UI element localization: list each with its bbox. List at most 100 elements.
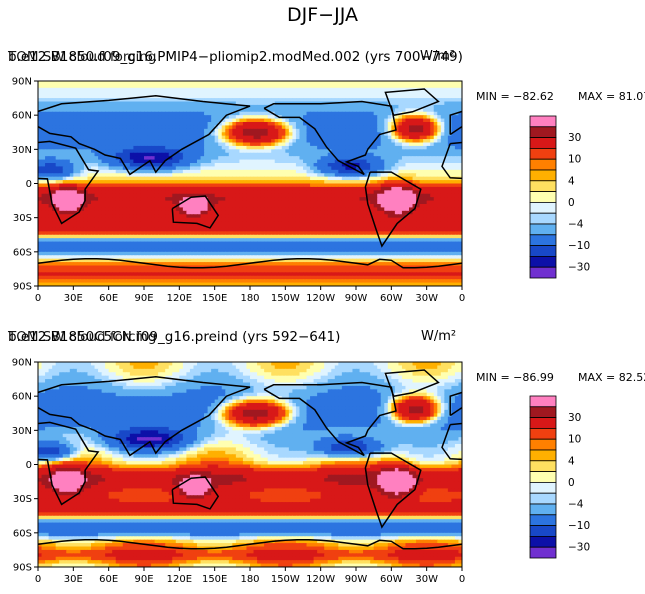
contour-cell	[310, 81, 315, 86]
contour-cell	[285, 193, 290, 198]
contour-cell	[179, 104, 184, 109]
contour-cell	[66, 98, 71, 103]
contour-cell	[288, 207, 293, 212]
contour-cell	[401, 197, 407, 202]
contour-cell	[197, 84, 202, 89]
contour-cell	[76, 115, 81, 120]
contour-cell	[437, 101, 442, 106]
contour-cell	[348, 183, 354, 188]
contour-cell	[398, 149, 403, 154]
contour-cell	[235, 183, 240, 188]
contour-cell	[94, 204, 99, 209]
contour-cell	[126, 149, 131, 154]
contour-cell	[458, 166, 462, 171]
contour-cell	[409, 94, 414, 99]
contour-cell	[108, 200, 113, 205]
contour-cell	[271, 217, 276, 222]
contour-cell	[147, 149, 152, 154]
contour-cell	[122, 152, 127, 157]
contour-cell	[73, 183, 78, 188]
contour-cell	[108, 87, 113, 92]
contour-cell	[317, 111, 322, 116]
contour-cell	[225, 135, 230, 140]
contour-cell	[197, 173, 202, 178]
contour-cell	[345, 193, 350, 198]
contour-cell	[211, 152, 216, 157]
contour-cell	[193, 128, 198, 133]
contour-cell	[331, 111, 336, 116]
contour-cell	[352, 101, 357, 106]
contour-cell	[204, 115, 209, 120]
contour-cell	[292, 84, 297, 89]
contour-cell	[48, 169, 53, 174]
contour-cell	[179, 149, 184, 154]
contour-cell	[52, 193, 57, 198]
contour-cell	[140, 122, 145, 127]
contour-cell	[119, 115, 124, 120]
contour-cell	[377, 210, 382, 215]
contour-cell	[370, 159, 375, 164]
contour-cell	[66, 125, 71, 130]
contour-cell	[387, 142, 392, 147]
contour-cell	[154, 204, 159, 209]
contour-cell	[239, 210, 244, 215]
contour-cell	[324, 169, 329, 174]
contour-cell	[303, 125, 308, 130]
contour-cell	[387, 94, 392, 99]
contour-cell	[426, 217, 431, 222]
contour-cell	[253, 111, 258, 116]
contour-cell	[45, 152, 50, 157]
contour-cell	[200, 159, 205, 164]
contour-cell	[260, 156, 265, 161]
contour-cell	[430, 207, 435, 212]
contour-cell	[299, 81, 304, 86]
contour-cell	[334, 135, 339, 140]
contour-cell	[370, 163, 375, 168]
contour-cell	[334, 204, 339, 209]
contour-cell	[83, 91, 89, 96]
contour-cell	[267, 94, 272, 99]
contour-cell	[98, 163, 103, 168]
contour-cell	[161, 128, 166, 133]
contour-cell	[412, 94, 417, 99]
contour-cell	[69, 156, 74, 161]
contour-cell	[41, 87, 46, 92]
contour-cell	[299, 94, 304, 99]
contour-cell	[69, 180, 74, 185]
contour-cell	[356, 84, 361, 89]
contour-cell	[41, 111, 46, 116]
contour-cell	[172, 193, 177, 198]
contour-cell	[129, 210, 134, 215]
contour-cell	[356, 142, 361, 147]
contour-cell	[59, 156, 64, 161]
contour-cell	[423, 214, 428, 219]
contour-cell	[105, 94, 110, 99]
contour-cell	[91, 204, 96, 209]
contour-cell	[391, 142, 396, 147]
contour-cell	[197, 132, 202, 137]
contour-cell	[218, 128, 223, 133]
contour-cell	[189, 169, 195, 174]
contour-cell	[338, 210, 343, 215]
contour-cell	[246, 135, 251, 140]
contour-cell	[91, 166, 96, 171]
contour-cell	[458, 217, 462, 222]
contour-cell	[430, 122, 435, 127]
contour-cell	[144, 111, 149, 116]
contour-cell	[225, 81, 230, 86]
contour-cell	[253, 94, 258, 99]
contour-cell	[327, 210, 332, 215]
contour-cell	[108, 145, 113, 150]
contour-cell	[334, 200, 339, 205]
contour-cell	[387, 132, 392, 137]
contour-cell	[267, 180, 272, 185]
contour-cell	[232, 125, 237, 130]
contour-cell	[136, 118, 142, 123]
contour-cell	[380, 128, 385, 133]
contour-cell	[447, 190, 452, 195]
contour-cell	[317, 152, 322, 157]
contour-cell	[394, 122, 399, 127]
contour-cell	[458, 186, 462, 191]
contour-cell	[80, 128, 85, 133]
contour-cell	[303, 169, 308, 174]
